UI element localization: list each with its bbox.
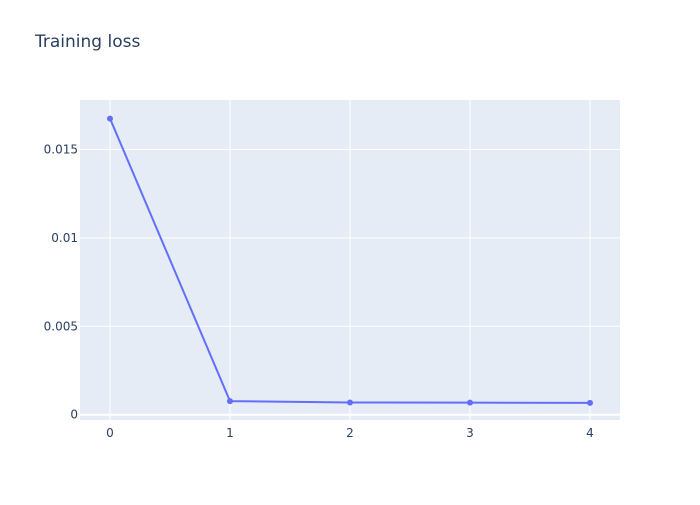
y-tick-label: 0 <box>70 408 78 422</box>
data-point <box>467 399 473 406</box>
data-point <box>347 399 353 406</box>
data-point <box>107 115 113 122</box>
x-tick-label: 1 <box>226 426 234 440</box>
y-tick-label: 0.005 <box>44 319 78 333</box>
x-tick-label: 0 <box>106 426 114 440</box>
x-tick-label: 3 <box>466 426 474 440</box>
x-tick-label: 4 <box>586 426 594 440</box>
y-tick-label: 0.015 <box>44 143 78 157</box>
y-tick-label: 0.01 <box>51 231 78 245</box>
data-point <box>227 398 233 405</box>
data-point <box>587 399 593 406</box>
x-tick-label: 2 <box>346 426 354 440</box>
chart-title: Training loss <box>35 32 141 52</box>
